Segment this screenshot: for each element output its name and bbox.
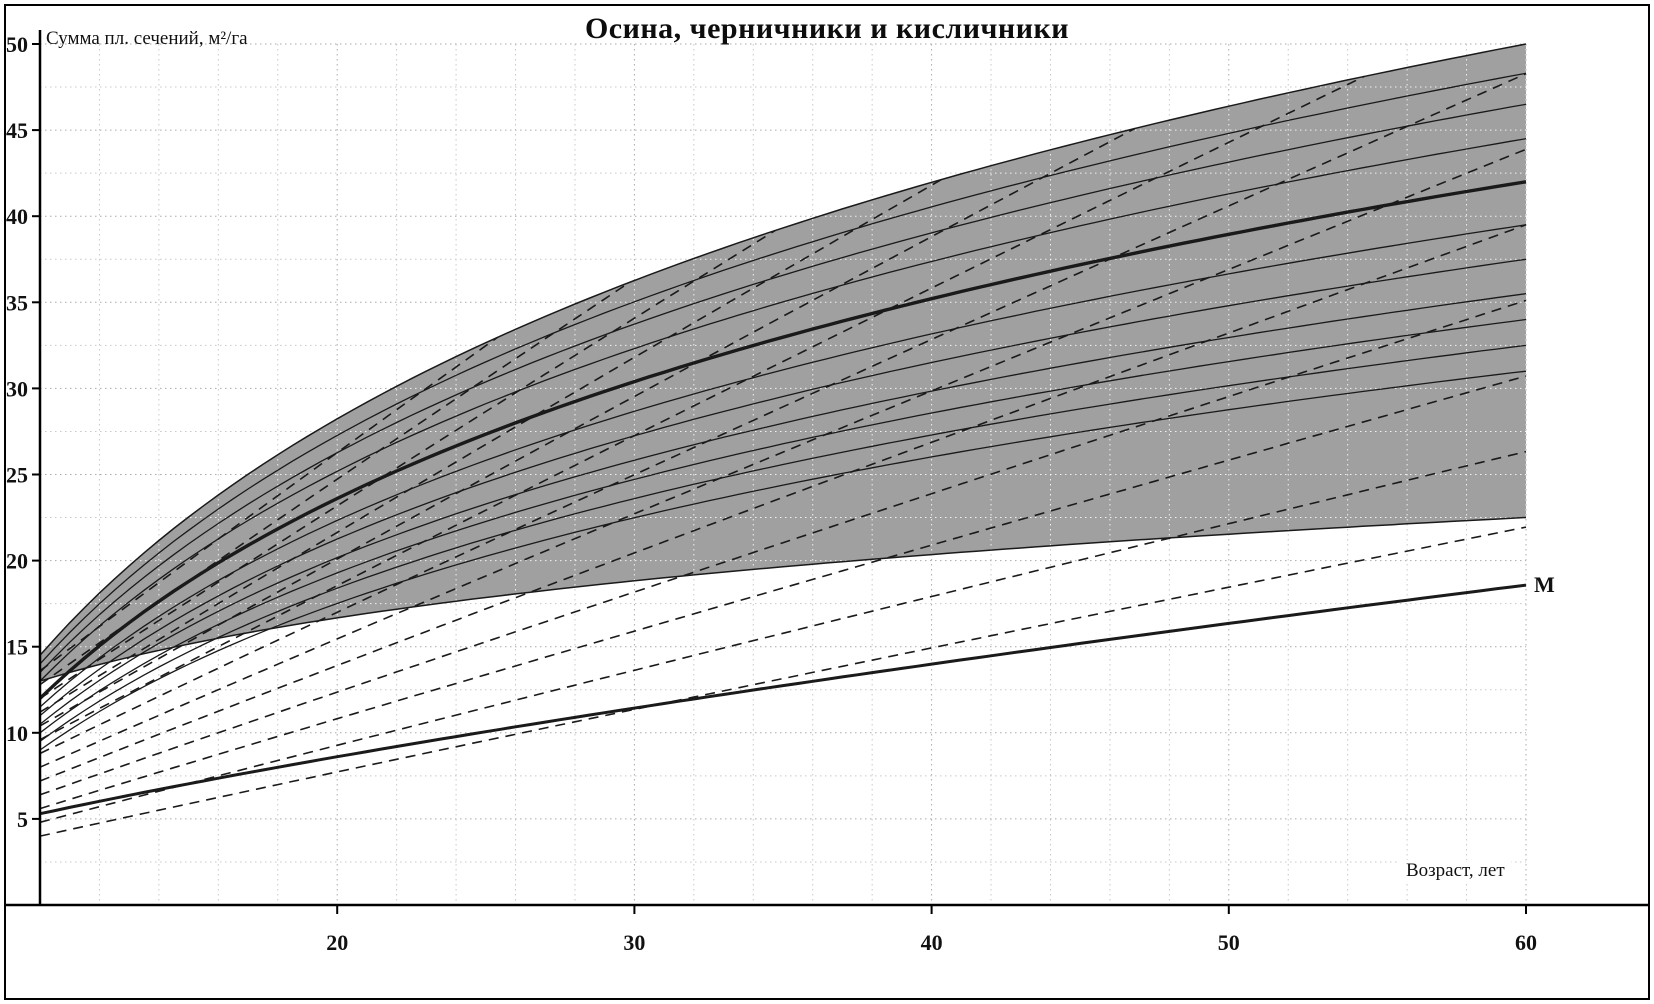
- svg-text:15: 15: [6, 635, 28, 660]
- x-axis-label: Возраст, лет: [1400, 860, 1511, 882]
- svg-text:25: 25: [6, 463, 28, 488]
- svg-text:5: 5: [17, 807, 28, 832]
- m-curve-label: М: [1534, 572, 1555, 597]
- svg-text:30: 30: [623, 930, 645, 955]
- svg-text:60: 60: [1515, 930, 1537, 955]
- y-axis-label: Сумма пл. сечений, м²/га: [46, 28, 248, 49]
- chart-title: Осина, черничники и кисличники: [584, 12, 1070, 45]
- svg-text:50: 50: [1218, 930, 1240, 955]
- svg-text:45: 45: [6, 118, 28, 143]
- svg-text:50: 50: [6, 32, 28, 57]
- svg-text:20: 20: [6, 549, 28, 574]
- svg-text:30: 30: [6, 376, 28, 401]
- svg-text:40: 40: [6, 204, 28, 229]
- svg-text:40: 40: [921, 930, 943, 955]
- svg-text:35: 35: [6, 290, 28, 315]
- svg-text:10: 10: [6, 721, 28, 746]
- svg-text:20: 20: [326, 930, 348, 955]
